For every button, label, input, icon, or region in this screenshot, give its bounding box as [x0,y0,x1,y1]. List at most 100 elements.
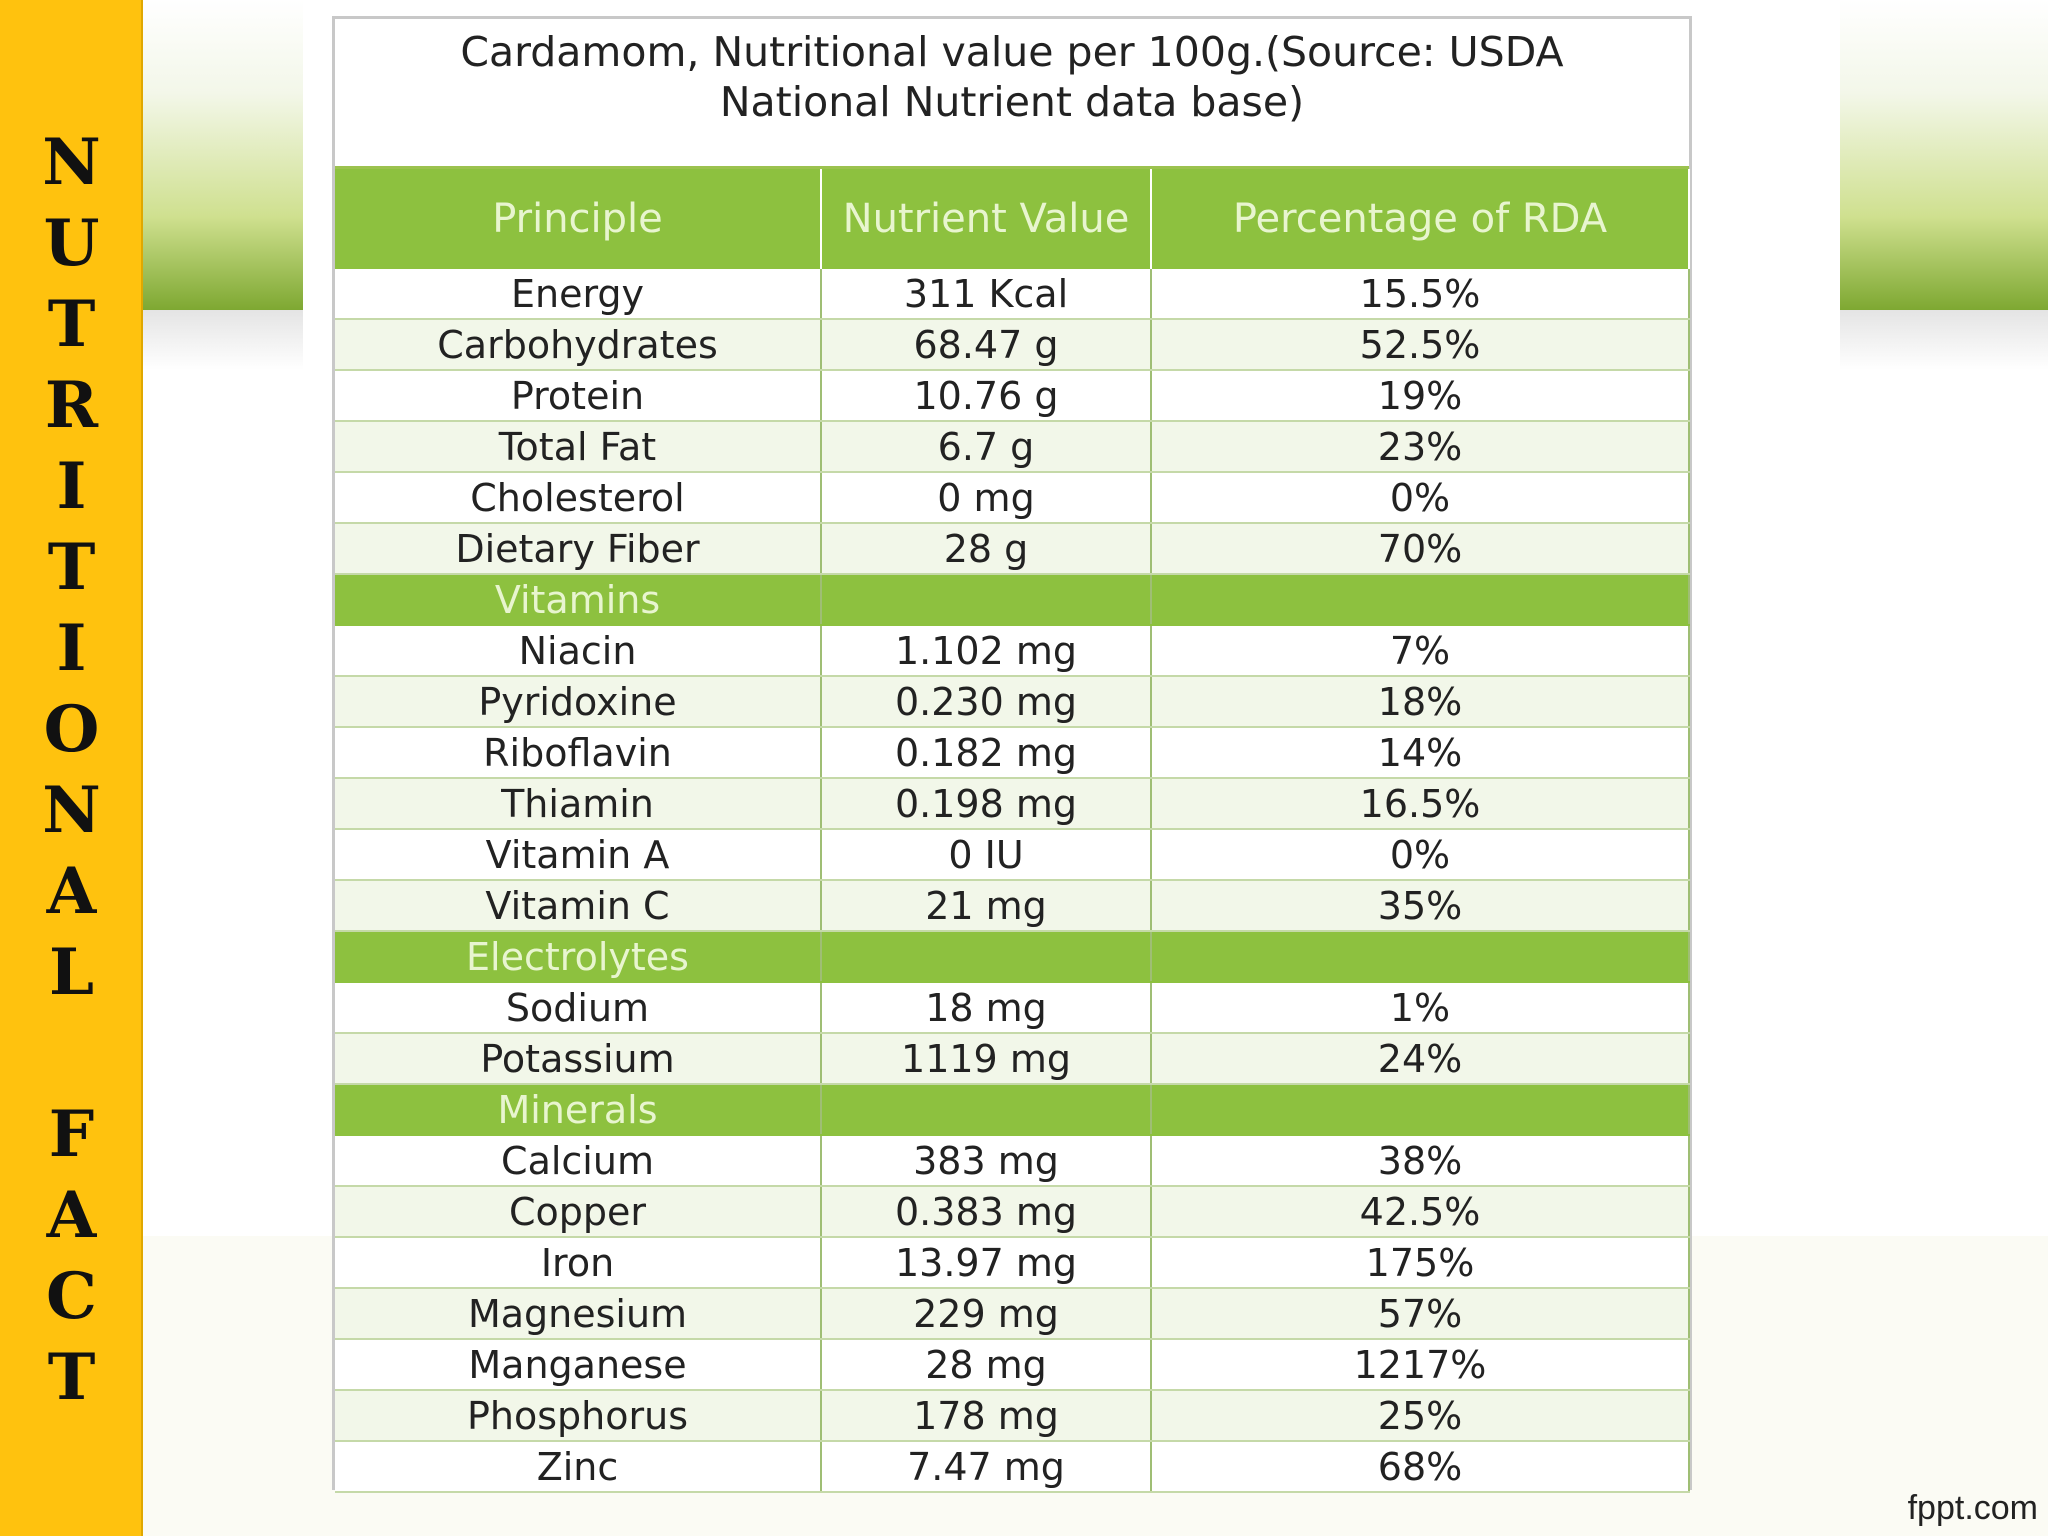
cell-nutrient-value: 0.198 mg [821,778,1152,830]
cell-principle: Zinc [335,1441,822,1493]
vertical-title-letter: N [42,773,101,848]
cell-principle: Sodium [335,982,822,1034]
decor-shadow-left [143,310,303,370]
cell-principle: Carbohydrates [335,319,822,371]
cell-rda-percent: 7% [1151,625,1690,677]
cell-rda-percent: 0% [1151,829,1690,881]
cell-principle: Pyridoxine [335,676,822,728]
vertical-title-letter: R [44,368,99,443]
cell-principle: Calcium [335,1135,822,1187]
cell-rda-percent: 38% [1151,1135,1690,1187]
section-empty-cell [1151,931,1690,983]
table-row: Carbohydrates 68.47 g 52.5% [335,319,1690,371]
decor-band-left [143,0,303,310]
cell-nutrient-value: 21 mg [821,880,1152,932]
section-empty-cell [821,1084,1152,1136]
table-row: Niacin 1.102 mg 7% [335,625,1690,677]
cell-nutrient-value: 13.97 mg [821,1237,1152,1289]
cell-rda-percent: 14% [1151,727,1690,779]
table-header-row: Principle Nutrient Value Percentage of R… [335,169,1690,269]
cell-nutrient-value: 10.76 g [821,370,1152,422]
cell-rda-percent: 24% [1151,1033,1690,1085]
table-row: Calcium 383 mg 38% [335,1135,1690,1187]
vertical-title-letter: I [56,611,87,686]
table-row: Dietary Fiber 28 g 70% [335,523,1690,575]
cell-nutrient-value: 18 mg [821,982,1152,1034]
table-row: Cholesterol 0 mg 0% [335,472,1690,524]
cell-principle: Iron [335,1237,822,1289]
cell-nutrient-value: 28 g [821,523,1152,575]
cell-principle: Vitamin C [335,880,822,932]
cell-nutrient-value: 28 mg [821,1339,1152,1391]
table-row: Pyridoxine 0.230 mg 18% [335,676,1690,728]
table-row: Magnesium 229 mg 57% [335,1288,1690,1340]
table-row: Iron 13.97 mg 175% [335,1237,1690,1289]
table-row: Riboflavin 0.182 mg 14% [335,727,1690,779]
cell-nutrient-value: 68.47 g [821,319,1152,371]
table-row: Protein 10.76 g 19% [335,370,1690,422]
vertical-title-letter: T [47,287,96,362]
cell-rda-percent: 68% [1151,1441,1690,1493]
cell-principle: Vitamin A [335,829,822,881]
cell-rda-percent: 16.5% [1151,778,1690,830]
section-label: Minerals [335,1084,822,1136]
cell-rda-percent: 52.5% [1151,319,1690,371]
cell-principle: Riboflavin [335,727,822,779]
cell-rda-percent: 57% [1151,1288,1690,1340]
cell-nutrient-value: 0.230 mg [821,676,1152,728]
nutrition-table-card: Cardamom, Nutritional value per 100g.(So… [332,16,1692,1493]
cell-nutrient-value: 1.102 mg [821,625,1152,677]
cell-nutrient-value: 0.182 mg [821,727,1152,779]
header-principle: Principle [335,169,822,269]
cell-nutrient-value: 0 IU [821,829,1152,881]
vertical-title-letter: F [48,1097,95,1172]
cell-rda-percent: 42.5% [1151,1186,1690,1238]
brand-footer: fppt.com [1907,1489,2038,1527]
section-empty-cell [1151,1084,1690,1136]
cell-principle: Copper [335,1186,822,1238]
vertical-title-letter: A [46,1178,97,1253]
cell-nutrient-value: 229 mg [821,1288,1152,1340]
table-row: Sodium 18 mg 1% [335,982,1690,1034]
vertical-title-letter: A [46,854,97,929]
decor-shadow-right [1840,310,2048,370]
cell-nutrient-value: 178 mg [821,1390,1152,1442]
table-row: Vitamin C 21 mg 35% [335,880,1690,932]
cell-principle: Potassium [335,1033,822,1085]
cell-nutrient-value: 1119 mg [821,1033,1152,1085]
cell-nutrient-value: 7.47 mg [821,1441,1152,1493]
cell-nutrient-value: 311 Kcal [821,269,1152,320]
cell-nutrient-value: 6.7 g [821,421,1152,473]
cell-rda-percent: 1217% [1151,1339,1690,1391]
cell-rda-percent: 18% [1151,676,1690,728]
cell-rda-percent: 25% [1151,1390,1690,1442]
nutrition-table: Principle Nutrient Value Percentage of R… [335,169,1690,1493]
cell-rda-percent: 0% [1151,472,1690,524]
cell-rda-percent: 15.5% [1151,269,1690,320]
table-row: Zinc 7.47 mg 68% [335,1441,1690,1493]
vertical-title-letter: U [43,206,100,281]
cell-principle: Total Fat [335,421,822,473]
section-label: Vitamins [335,574,822,626]
table-row: Thiamin 0.198 mg 16.5% [335,778,1690,830]
table-row: Energy 311 Kcal 15.5% [335,269,1690,320]
cell-principle: Cholesterol [335,472,822,524]
cell-principle: Thiamin [335,778,822,830]
header-nutrient-value: Nutrient Value [821,169,1152,269]
vertical-title-letter: L [49,935,94,1010]
section-empty-cell [1151,574,1690,626]
header-percentage-rda: Percentage of RDA [1151,169,1690,269]
table-row: Manganese 28 mg 1217% [335,1339,1690,1391]
cell-principle: Protein [335,370,822,422]
section-empty-cell [821,931,1152,983]
cell-principle: Magnesium [335,1288,822,1340]
vertical-title-letter [0,1013,143,1094]
cell-principle: Dietary Fiber [335,523,822,575]
table-title: Cardamom, Nutritional value per 100g.(So… [335,19,1689,169]
table-row: Total Fat 6.7 g 23% [335,421,1690,473]
vertical-title-letter: N [42,125,101,200]
